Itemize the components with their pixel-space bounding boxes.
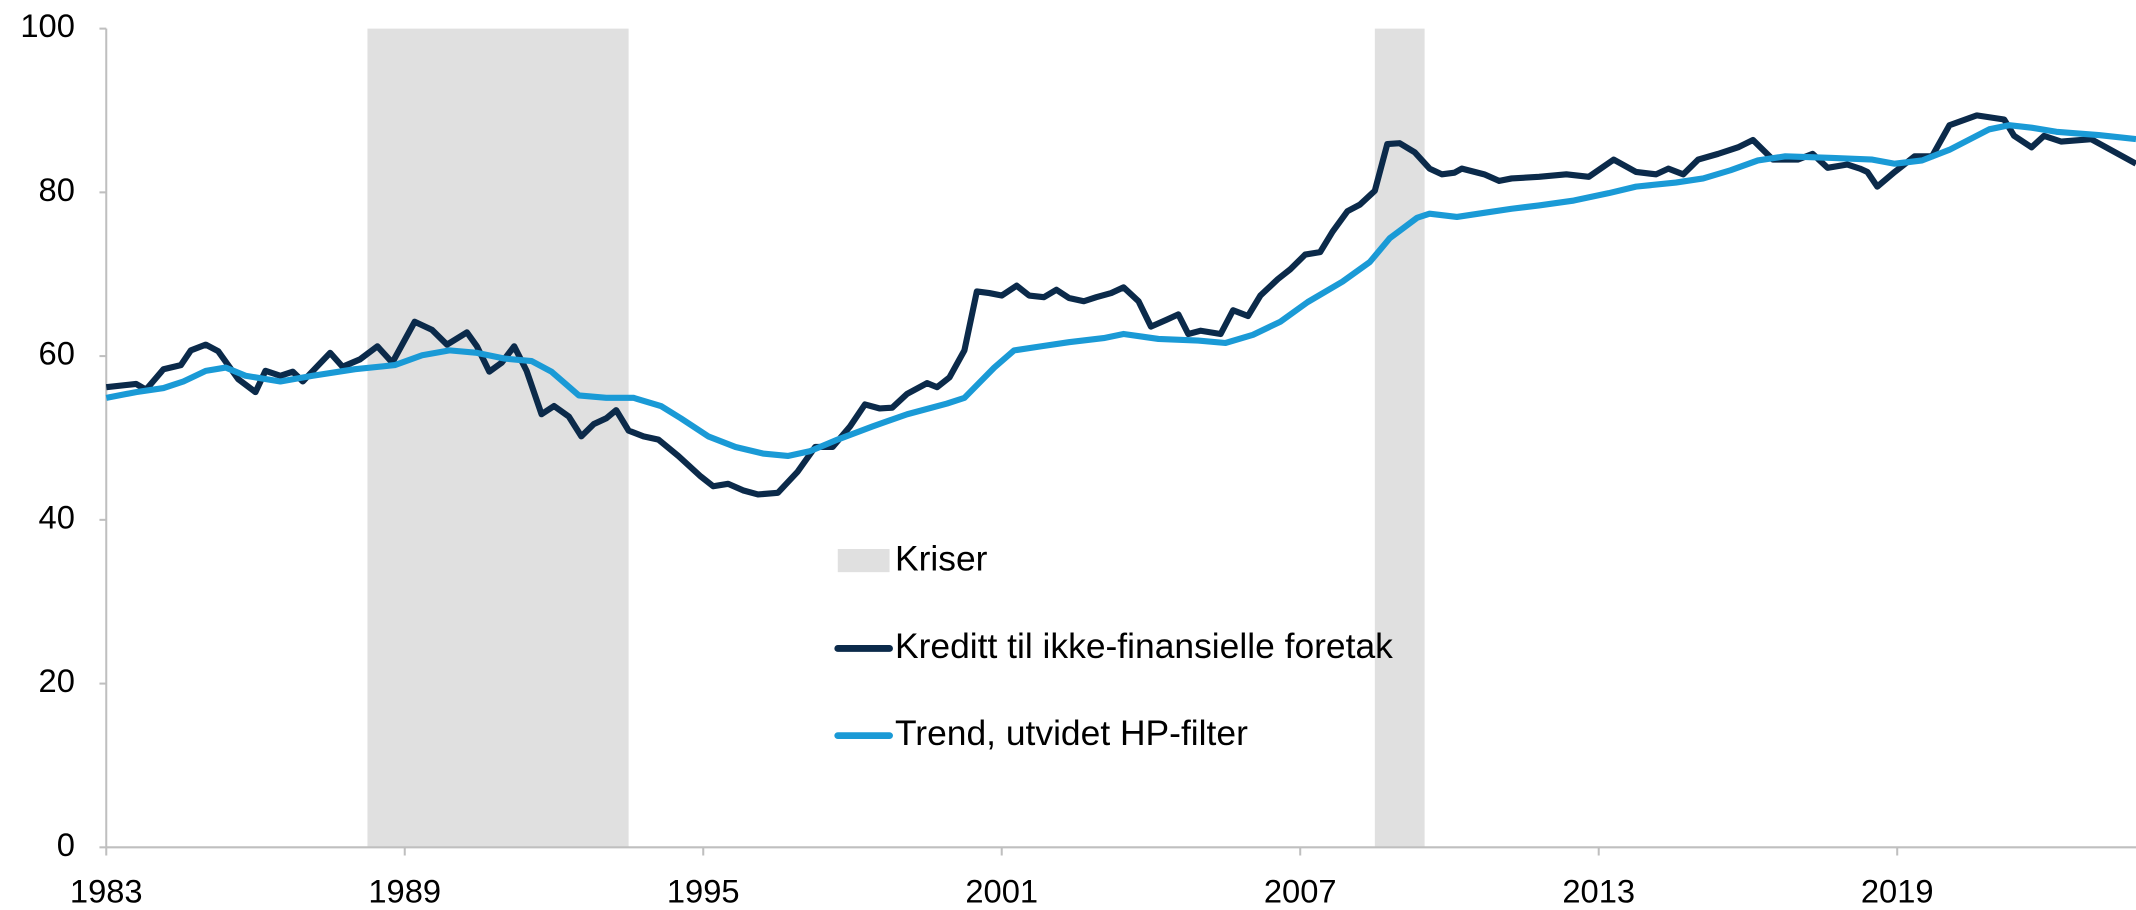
x-tick-label: 2007 — [1264, 872, 1337, 909]
axes: 0 20 40 60 80 100 1983 1989 1995 2001 2007 2013 2019 — [20, 7, 2136, 909]
crisis-band — [367, 28, 629, 848]
x-tick-label: 2019 — [1861, 872, 1934, 909]
y-tick-label: 40 — [39, 498, 75, 535]
y-tick-label: 80 — [39, 171, 75, 208]
x-tick-label: 2001 — [965, 872, 1038, 909]
legend-label: Kreditt til ikke-finansielle foretak — [895, 626, 1393, 666]
y-tick-label: 0 — [57, 826, 75, 863]
y-tick-label: 100 — [20, 7, 75, 44]
series-line — [105, 122, 2136, 460]
y-tick-label: 20 — [39, 662, 75, 699]
x-tick-label: 2013 — [1562, 872, 1635, 909]
legend-label: Kriser — [895, 539, 988, 579]
x-tick-label: 1995 — [667, 872, 740, 909]
lines — [105, 112, 2136, 498]
series-line — [105, 112, 2136, 498]
x-tick-label: 1983 — [70, 872, 143, 909]
legend: Kriser Kreditt til ikke-finansielle fore… — [834, 539, 1393, 753]
legend-label: Trend, utvidet HP-filter — [895, 713, 1248, 753]
y-tick-label: 60 — [39, 335, 75, 372]
crisis-shading — [367, 28, 1425, 848]
legend-swatch — [837, 548, 890, 573]
x-tick-label: 1989 — [368, 872, 441, 909]
